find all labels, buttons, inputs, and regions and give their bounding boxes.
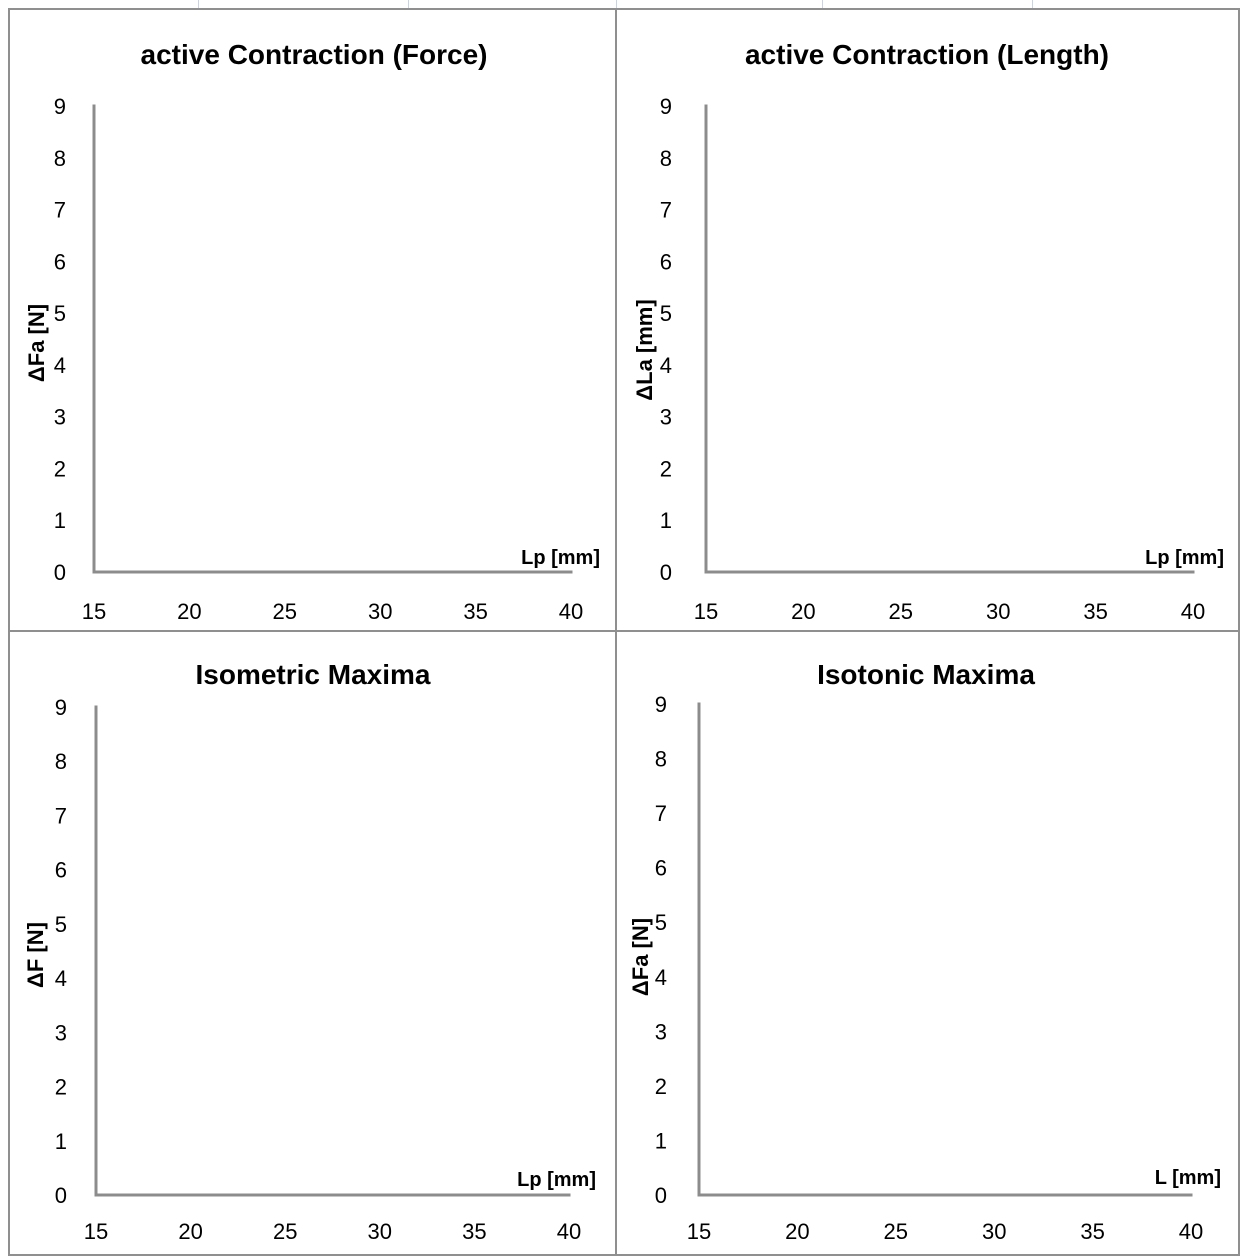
y-tick-label: 0 — [55, 1183, 67, 1208]
y-tick-label: 0 — [655, 1183, 667, 1208]
x-tick-label: 15 — [84, 1219, 108, 1244]
x-tick-label: 35 — [462, 1219, 486, 1244]
x-tick-label: 30 — [368, 1219, 392, 1244]
y-tick-labels: 0 1 2 3 4 5 6 7 8 9 — [660, 94, 672, 585]
y-axis-label: ΔFa [N] — [628, 918, 653, 996]
chart-title: Isometric Maxima — [196, 659, 431, 690]
y-tick-label: 4 — [54, 353, 66, 378]
x-tick-labels: 15 20 25 30 35 40 — [84, 1219, 581, 1244]
y-tick-label: 6 — [655, 856, 667, 881]
y-tick-label: 4 — [660, 353, 672, 378]
y-tick-labels: 0 1 2 3 4 5 6 7 8 9 — [655, 692, 667, 1208]
x-axis-label: Lp [mm] — [517, 1169, 596, 1191]
y-tick-label: 0 — [54, 560, 66, 585]
y-tick-label: 9 — [655, 692, 667, 717]
x-tick-label: 20 — [791, 599, 815, 624]
y-tick-label: 9 — [660, 94, 672, 119]
x-tick-label: 25 — [273, 599, 297, 624]
x-tick-label: 40 — [1179, 1219, 1203, 1244]
x-tick-labels: 15 20 25 30 35 40 — [82, 599, 583, 624]
y-tick-label: 5 — [655, 910, 667, 935]
y-tick-label: 1 — [54, 508, 66, 533]
y-tick-label: 2 — [55, 1075, 67, 1100]
y-tick-label: 8 — [655, 747, 667, 772]
y-tick-label: 9 — [55, 695, 67, 720]
y-tick-label: 7 — [55, 803, 67, 828]
x-tick-label: 15 — [687, 1219, 711, 1244]
y-tick-label: 5 — [54, 301, 66, 326]
chart-svg: Isometric Maxima ΔF [N] Lp [mm] 0 1 2 3 4 5 6 7… — [23, 659, 596, 1244]
y-tick-label: 7 — [54, 198, 66, 223]
chart-svg: active Contraction (Length) ΔLa [mm] Lp … — [632, 39, 1224, 624]
x-tick-label: 25 — [884, 1219, 908, 1244]
y-tick-label: 7 — [660, 198, 672, 223]
y-tick-label: 1 — [55, 1129, 67, 1154]
x-tick-label: 35 — [1080, 1219, 1104, 1244]
x-tick-label: 40 — [1181, 599, 1205, 624]
chart-active-contraction-length[interactable]: active Contraction (Length) ΔLa [mm] Lp … — [615, 8, 1240, 632]
x-tick-label: 30 — [982, 1219, 1006, 1244]
y-tick-label: 3 — [660, 405, 672, 430]
x-tick-label: 15 — [82, 599, 106, 624]
y-tick-label: 3 — [54, 405, 66, 430]
x-tick-label: 20 — [178, 1219, 202, 1244]
chart-title: Isotonic Maxima — [817, 659, 1035, 690]
chart-title: active Contraction (Force) — [141, 39, 488, 70]
x-tick-label: 40 — [557, 1219, 581, 1244]
y-tick-label: 0 — [660, 560, 672, 585]
y-tick-label: 9 — [54, 94, 66, 119]
x-tick-label: 35 — [1083, 599, 1107, 624]
y-tick-label: 6 — [54, 249, 66, 274]
y-axis-label: ΔLa [mm] — [632, 299, 657, 400]
x-tick-labels: 15 20 25 30 35 40 — [687, 1219, 1203, 1244]
x-tick-label: 30 — [986, 599, 1010, 624]
y-tick-label: 8 — [54, 146, 66, 171]
y-tick-label: 7 — [655, 801, 667, 826]
x-tick-labels: 15 20 25 30 35 40 — [694, 599, 1205, 624]
spreadsheet-gridlines — [0, 0, 1245, 10]
y-tick-label: 8 — [55, 749, 67, 774]
gridline — [616, 0, 617, 10]
x-tick-label: 20 — [785, 1219, 809, 1244]
y-tick-label: 1 — [655, 1128, 667, 1153]
x-axis-label: Lp [mm] — [521, 547, 600, 569]
x-tick-label: 30 — [368, 599, 392, 624]
y-tick-label: 6 — [660, 249, 672, 274]
y-tick-label: 3 — [55, 1020, 67, 1045]
y-tick-label: 5 — [55, 912, 67, 937]
gridline — [198, 0, 199, 10]
gridline — [822, 0, 823, 10]
y-tick-label: 2 — [655, 1074, 667, 1099]
x-tick-label: 40 — [559, 599, 583, 624]
x-tick-label: 25 — [889, 599, 913, 624]
y-tick-label: 3 — [655, 1019, 667, 1044]
x-axis-label: L [mm] — [1155, 1167, 1221, 1189]
y-tick-labels: 0 1 2 3 4 5 6 7 8 9 — [55, 695, 67, 1208]
chart-isometric-maxima[interactable]: Isometric Maxima ΔF [N] Lp [mm] 0 1 2 3 4 5 6 7… — [8, 630, 617, 1256]
chart-isotonic-maxima[interactable]: Isotonic Maxima ΔFa [N] L [mm] 0 1 2 3 4 5 6 7 8… — [615, 630, 1240, 1256]
chart-title: active Contraction (Length) — [745, 39, 1109, 70]
y-tick-label: 6 — [55, 858, 67, 883]
x-tick-label: 35 — [463, 599, 487, 624]
y-tick-label: 2 — [660, 456, 672, 481]
y-tick-label: 4 — [55, 966, 67, 991]
y-tick-label: 2 — [54, 456, 66, 481]
y-tick-label: 8 — [660, 146, 672, 171]
y-tick-label: 4 — [655, 965, 667, 990]
y-axis-label: ΔFa [N] — [24, 304, 49, 382]
x-axis-label: Lp [mm] — [1145, 547, 1224, 569]
chart-active-contraction-force[interactable]: active Contraction (Force) ΔFa [N] Lp [m… — [8, 8, 617, 632]
y-tick-label: 5 — [660, 301, 672, 326]
gridline — [408, 0, 409, 10]
y-axis-label: ΔF [N] — [23, 922, 48, 988]
y-tick-label: 1 — [660, 508, 672, 533]
chart-svg: active Contraction (Force) ΔFa [N] Lp [m… — [24, 39, 600, 624]
y-tick-labels: 0 1 2 3 4 5 6 7 8 9 — [54, 94, 66, 585]
x-tick-label: 15 — [694, 599, 718, 624]
gridline — [1032, 0, 1033, 10]
x-tick-label: 25 — [273, 1219, 297, 1244]
chart-svg: Isotonic Maxima ΔFa [N] L [mm] 0 1 2 3 4 5 6 7 8… — [628, 659, 1221, 1244]
x-tick-label: 20 — [177, 599, 201, 624]
